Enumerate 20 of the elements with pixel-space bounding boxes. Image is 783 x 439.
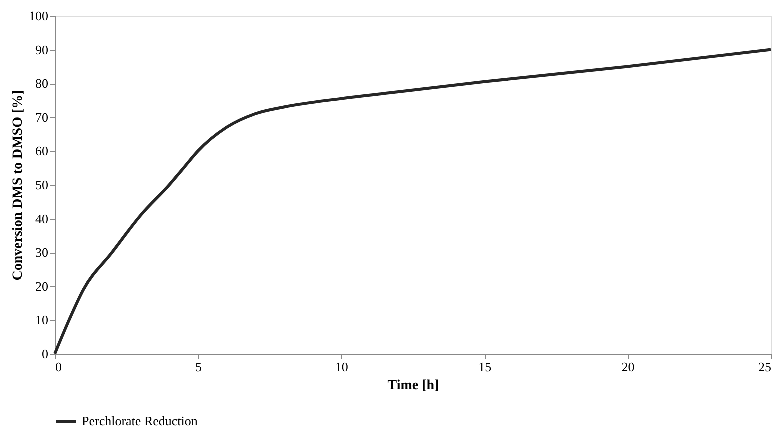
x-tick-label: 20	[622, 360, 635, 374]
y-tick-label: 90	[36, 42, 48, 58]
y-tick-label: 0	[42, 346, 48, 362]
x-tick-label: 5	[195, 360, 202, 374]
y-tick-label: 70	[36, 110, 48, 125]
x-tick-label: 25	[758, 360, 772, 374]
y-tick-label: 100	[29, 8, 48, 24]
x-tick-label: 0	[56, 360, 62, 374]
y-tick-label: 10	[36, 312, 48, 328]
x-axis-title: Time [h]	[388, 378, 440, 394]
y-tick-label: 40	[36, 211, 48, 226]
legend-label: Perchlorate Reduction	[82, 414, 198, 428]
y-tick-label: 80	[36, 76, 48, 92]
y-tick-label: 20	[36, 278, 48, 294]
y-tick-label: 50	[36, 178, 48, 192]
y-axis-title: Conversion DMS to DMSO [%]	[11, 90, 26, 281]
y-tick-label: 60	[36, 144, 48, 159]
x-tick-label: 15	[478, 360, 492, 374]
x-tick-label: 10	[335, 360, 348, 374]
y-tick-label: 30	[36, 245, 48, 260]
